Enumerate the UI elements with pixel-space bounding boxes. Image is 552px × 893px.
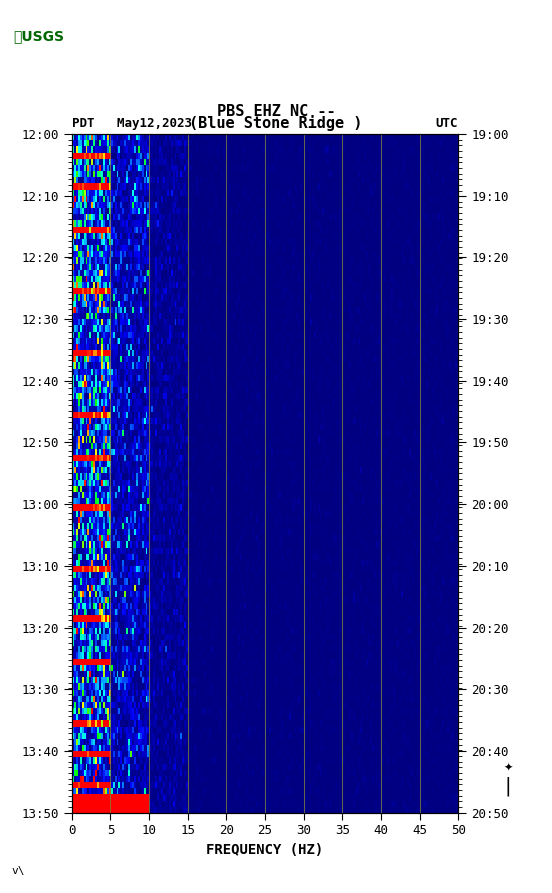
Text: ⛰USGS: ⛰USGS [13,29,64,43]
Text: ✦: ✦ [503,763,512,773]
Text: PDT   May12,2023: PDT May12,2023 [72,117,192,129]
Text: |: | [505,776,511,796]
X-axis label: FREQUENCY (HZ): FREQUENCY (HZ) [206,843,323,857]
Text: PBS EHZ NC --: PBS EHZ NC -- [217,104,335,119]
Text: UTC: UTC [436,117,458,129]
Text: v\: v\ [11,865,24,876]
Text: (Blue Stone Ridge ): (Blue Stone Ridge ) [189,115,363,131]
